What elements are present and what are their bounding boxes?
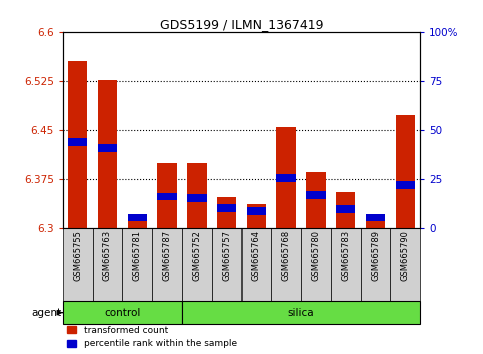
Bar <box>182 302 420 324</box>
Text: silica: silica <box>288 308 314 318</box>
Bar <box>128 214 147 228</box>
Bar <box>98 144 117 152</box>
Text: GSM665757: GSM665757 <box>222 230 231 281</box>
Bar <box>306 191 326 199</box>
Text: GSM665780: GSM665780 <box>312 230 320 281</box>
Bar <box>212 228 242 302</box>
Bar <box>396 115 415 228</box>
Bar <box>336 205 355 213</box>
Text: GSM665787: GSM665787 <box>163 230 171 281</box>
Bar <box>276 174 296 182</box>
Bar <box>187 194 207 202</box>
Text: GSM665790: GSM665790 <box>401 230 410 281</box>
Bar <box>247 207 266 215</box>
Bar <box>157 193 177 200</box>
Bar <box>217 204 236 212</box>
Bar <box>361 228 390 302</box>
Bar <box>217 196 236 228</box>
Bar <box>390 228 420 302</box>
Text: GSM665783: GSM665783 <box>341 230 350 281</box>
Bar <box>396 181 415 189</box>
Bar <box>122 228 152 302</box>
Text: GSM665781: GSM665781 <box>133 230 142 281</box>
Bar <box>63 302 182 324</box>
Text: GSM665789: GSM665789 <box>371 230 380 281</box>
Bar <box>242 228 271 302</box>
Bar <box>98 80 117 228</box>
Title: GDS5199 / ILMN_1367419: GDS5199 / ILMN_1367419 <box>160 18 323 31</box>
Text: agent: agent <box>31 308 61 318</box>
Bar <box>271 228 301 302</box>
Bar <box>187 162 207 228</box>
Bar <box>68 138 87 145</box>
Bar <box>63 228 93 302</box>
Bar <box>366 213 385 221</box>
Bar <box>152 228 182 302</box>
Bar <box>366 214 385 228</box>
Bar <box>336 192 355 228</box>
Bar <box>331 228 361 302</box>
Bar <box>93 228 122 302</box>
Bar <box>306 172 326 228</box>
Text: GSM665768: GSM665768 <box>282 230 291 281</box>
Text: control: control <box>104 308 141 318</box>
Text: GSM665763: GSM665763 <box>103 230 112 281</box>
Legend: transformed count, percentile rank within the sample: transformed count, percentile rank withi… <box>67 326 237 348</box>
Bar <box>301 228 331 302</box>
Bar <box>247 204 266 228</box>
Bar <box>128 213 147 221</box>
Text: GSM665752: GSM665752 <box>192 230 201 281</box>
Bar <box>276 127 296 228</box>
Bar <box>157 162 177 228</box>
Text: GSM665755: GSM665755 <box>73 230 82 281</box>
Bar <box>182 228 212 302</box>
Bar <box>68 61 87 228</box>
Text: GSM665764: GSM665764 <box>252 230 261 281</box>
